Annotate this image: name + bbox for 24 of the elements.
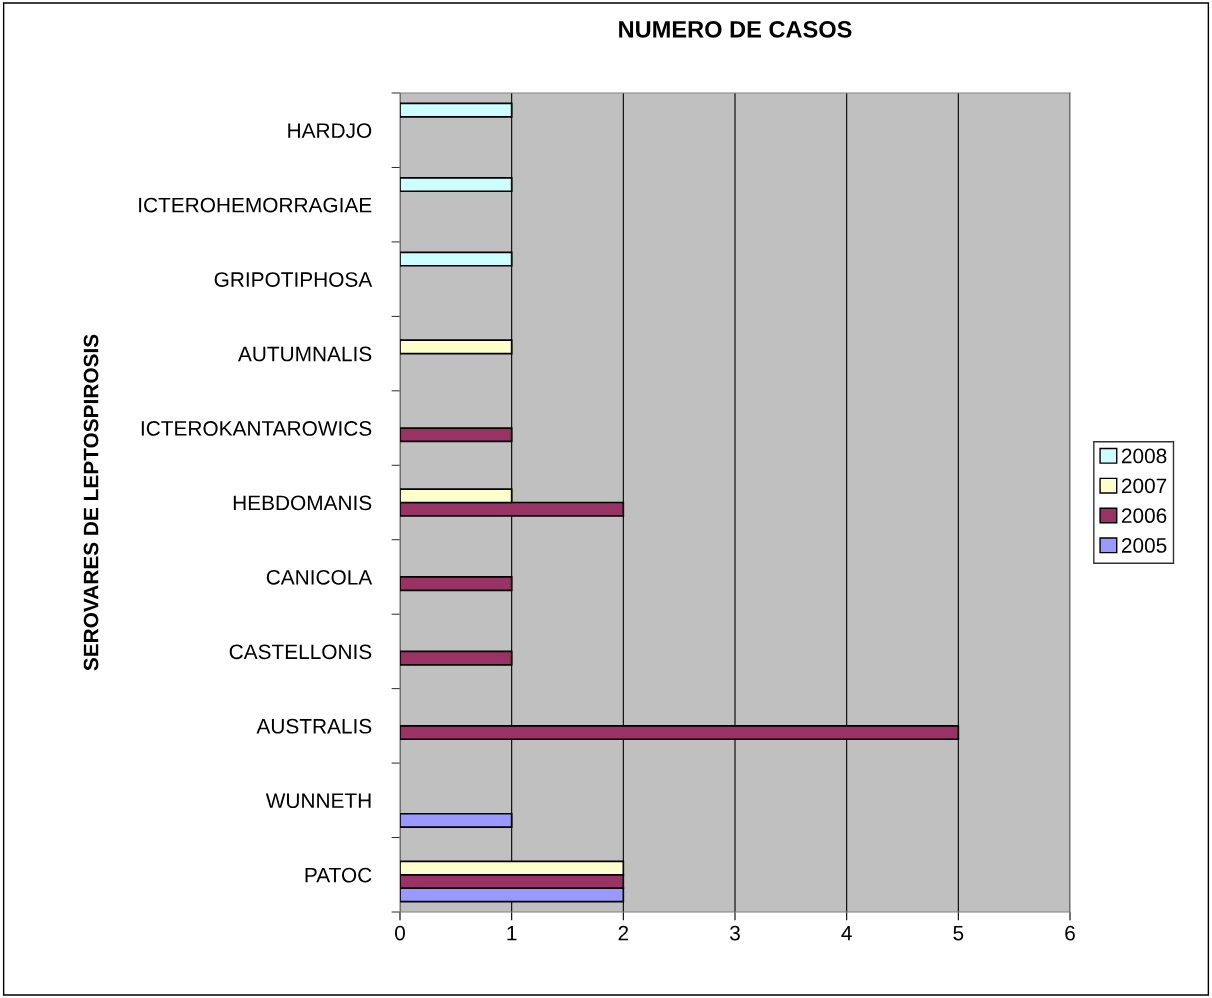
y-tick-label: AUSTRALIS	[256, 718, 372, 734]
y-tick-label: AUTUMNALIS	[237, 346, 372, 362]
y-tick-label: GRIPOTIPHOSA	[214, 272, 373, 287]
y-tick-label: CANICOLA	[266, 569, 373, 585]
x-tick-label: 5	[953, 925, 964, 941]
x-tick-label: 2	[618, 925, 629, 941]
chart-title: NUMERO DE CASOS	[619, 20, 852, 38]
y-tick-label: CASTELLONIS	[229, 644, 372, 660]
x-tick-label: 4	[841, 925, 852, 941]
y-tick-label: ICTEROHEMORRAGIAE	[139, 197, 372, 213]
legend-label: 2008	[1121, 448, 1167, 464]
x-tick-label: 6	[1065, 925, 1075, 941]
legend-label: 2006	[1121, 508, 1167, 524]
y-tick-label: PATOC	[305, 867, 372, 883]
y-tick-label: WUNNETH	[265, 793, 371, 809]
legend-label: 2005	[1121, 538, 1167, 553]
x-tick-label: 3	[730, 925, 740, 941]
y-tick-label: HEBDOMANIS	[233, 495, 372, 511]
x-tick-label: 0	[395, 925, 405, 941]
x-tick-label: 1	[507, 925, 517, 941]
y-tick-label: ICTEROKANTAROWICS	[141, 421, 372, 436]
y-tick-label: HARDJO	[288, 123, 372, 138]
y-axis-title: SEROVARES DE LEPTOSPIROSIS	[83, 334, 99, 671]
legend-label: 2007	[1121, 478, 1167, 494]
